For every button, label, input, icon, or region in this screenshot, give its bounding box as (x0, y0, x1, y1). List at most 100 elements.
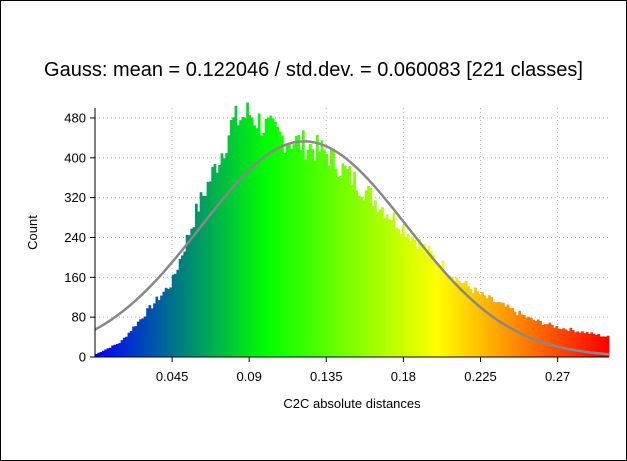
histogram-bar (546, 324, 549, 357)
histogram-bar (450, 276, 454, 357)
histogram-bar (448, 276, 452, 357)
histogram-bar (271, 118, 275, 357)
histogram-bar (427, 245, 431, 357)
histogram-bar (167, 288, 170, 357)
histogram-bar (481, 292, 484, 357)
histogram-bar (274, 121, 277, 357)
histogram-bar (311, 149, 315, 357)
histogram-bar (478, 294, 482, 357)
histogram-bar (436, 262, 440, 357)
histogram-bar (174, 273, 177, 357)
histogram-bar (399, 234, 403, 357)
x-tick-label: 0.225 (464, 369, 497, 384)
histogram-bar (255, 128, 259, 357)
histogram-bar (134, 326, 138, 357)
histogram-bar (246, 102, 249, 358)
chart-title: Gauss: mean = 0.122046 / std.dev. = 0.06… (44, 59, 583, 81)
histogram-bar (327, 165, 331, 357)
histogram-bar (260, 135, 263, 357)
histogram-bar (406, 233, 410, 357)
histogram-bar (357, 195, 361, 357)
histogram-bar (304, 159, 308, 357)
histogram-bar (564, 329, 568, 357)
histogram-bar (381, 207, 384, 357)
histogram-bar (557, 328, 561, 357)
histogram-bar (192, 227, 196, 357)
histogram-bar (362, 200, 366, 357)
histogram-bar (211, 166, 215, 357)
histogram-bar (520, 314, 524, 357)
histogram-bar (164, 287, 168, 357)
y-tick-label: 0 (79, 350, 86, 365)
histogram-bar (467, 286, 470, 357)
histogram-bar (376, 212, 380, 357)
histogram-bar (408, 240, 412, 357)
histogram-bar (588, 333, 591, 357)
histogram-bar (474, 287, 477, 357)
histogram-bar (560, 329, 563, 357)
histogram-bar (439, 268, 442, 357)
histogram-bar (264, 119, 268, 358)
histogram-bar (413, 239, 417, 357)
histogram-bar (281, 135, 284, 357)
histogram-bar (295, 135, 298, 357)
histogram-bar (350, 184, 354, 357)
histogram-bar (385, 214, 389, 357)
histogram-bar (276, 126, 280, 358)
histogram-bar (539, 321, 542, 357)
histogram-bar (513, 311, 517, 357)
histogram-bar (606, 335, 610, 357)
histogram-bar (420, 246, 424, 357)
x-tick-label: 0.135 (310, 369, 343, 384)
histogram-bar (355, 190, 359, 357)
histogram-bar (169, 287, 173, 357)
histogram-bar (97, 352, 101, 357)
histogram-bar (502, 302, 505, 357)
histogram-bar (278, 131, 282, 357)
histogram-bar (181, 255, 184, 357)
histogram-bar (120, 340, 124, 357)
histogram-bar (599, 336, 603, 357)
histogram-bar (432, 254, 435, 357)
histogram-bar (404, 236, 408, 357)
y-tick-label: 80 (72, 310, 86, 325)
histogram-bar (201, 195, 205, 357)
histogram-bar (306, 149, 310, 357)
histogram-bar (374, 200, 377, 357)
histogram-bar (574, 332, 577, 357)
histogram-bar (499, 302, 503, 357)
histogram-bar (322, 149, 326, 357)
histogram-bar (315, 134, 319, 357)
histogram-bar (332, 148, 335, 357)
histogram-bar (597, 334, 601, 357)
histogram-bar (418, 238, 422, 357)
x-axis-label: C2C absolute distances (283, 396, 421, 411)
histogram-bar (136, 321, 140, 357)
histogram-bar (411, 236, 415, 357)
histogram-bar (285, 144, 289, 357)
histogram-bar (218, 165, 221, 357)
histogram-bar (236, 125, 240, 357)
histogram-bar (95, 353, 98, 357)
histogram-bar (371, 205, 375, 357)
gauss-curve (94, 140, 610, 356)
histogram-bar (348, 166, 352, 357)
histogram-bar (469, 288, 473, 357)
histogram-bar (462, 282, 466, 357)
histogram-bar (132, 326, 135, 357)
histogram-bar (199, 192, 203, 357)
x-tick-label: 0.09 (237, 369, 262, 384)
histogram-bar (402, 225, 405, 357)
histogram-bar (395, 227, 398, 357)
histogram-bar (592, 333, 596, 357)
histogram-bar (288, 143, 291, 357)
histogram-bar (578, 332, 582, 357)
histogram-bar (336, 177, 340, 357)
histogram-bar (425, 252, 428, 357)
histogram-bar (104, 349, 108, 357)
histogram-bar (229, 120, 233, 357)
histogram-bar (339, 175, 342, 357)
histogram-bar (157, 300, 161, 357)
histogram-bar (220, 153, 224, 357)
